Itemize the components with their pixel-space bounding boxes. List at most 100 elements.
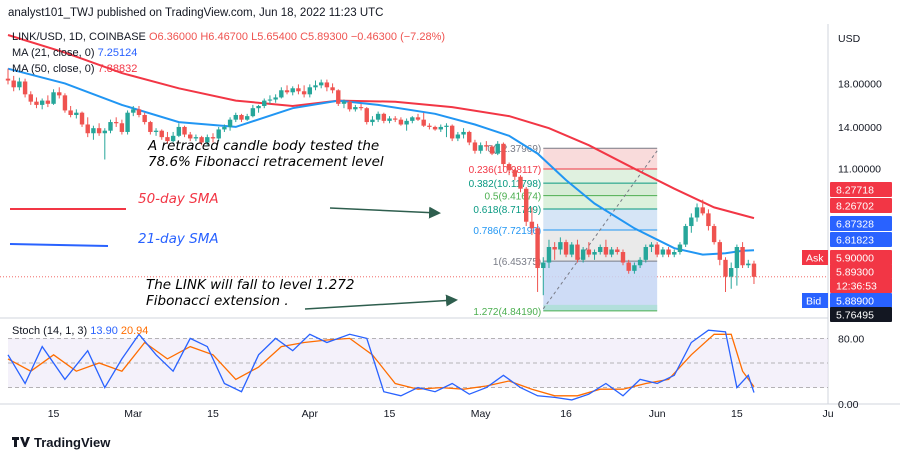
candle <box>210 133 216 143</box>
candle-body <box>108 122 113 131</box>
candle-body <box>563 242 569 255</box>
close-value: C5.89300 <box>300 31 348 43</box>
ma21-path <box>7 67 755 256</box>
sma21-sample-line <box>9 243 109 247</box>
symbol-label[interactable]: LINK/USD, 1D, COINBASE <box>12 31 146 43</box>
price-tag-box <box>830 216 892 231</box>
ma50-legend[interactable]: MA (50, close, 0) 7.88832 <box>12 63 137 75</box>
candle-body <box>34 101 39 105</box>
candle <box>273 94 278 103</box>
stoch-legend[interactable]: Stoch (14, 1, 3) 13.90 20.94 <box>12 325 148 337</box>
candle <box>558 237 563 255</box>
fib-level-label: 0.5(9.41674) <box>485 192 542 203</box>
candle-body <box>250 108 256 117</box>
price-tag-box <box>830 198 892 213</box>
candle <box>643 244 648 263</box>
price-tag: 8.26702 <box>830 198 892 213</box>
candle <box>284 85 290 95</box>
candle-body <box>68 110 73 115</box>
tradingview-logo[interactable]: TradingView <box>12 435 110 450</box>
candle-body <box>700 207 705 214</box>
candle-body <box>119 123 125 132</box>
candle-body <box>489 146 495 154</box>
candle-body <box>165 137 170 142</box>
price-tag-label: 8.26702 <box>836 201 874 213</box>
tv-logo-icon <box>12 435 30 447</box>
axes: 18.00000 14.00000 11.00000 80.00 0.00 15 Mar 15… <box>48 78 892 420</box>
candle <box>119 119 125 135</box>
candle-body <box>620 252 626 263</box>
x-tick-label: 15 <box>48 408 60 420</box>
candle-body <box>273 97 278 100</box>
price-tag-label: 5.88900 <box>836 296 874 308</box>
candle <box>45 95 51 108</box>
candle-body <box>284 90 290 93</box>
candle-body <box>552 246 557 250</box>
candle-body <box>131 109 136 113</box>
candle-body <box>96 128 102 134</box>
candle-body <box>381 113 387 121</box>
stochastic-pane <box>7 329 828 401</box>
candle-body <box>51 92 56 104</box>
ma50-label: MA (50, close, 0) <box>12 63 95 75</box>
candle <box>626 259 631 274</box>
candle <box>740 242 745 269</box>
candle <box>381 112 387 124</box>
candle-body <box>91 128 96 134</box>
candle <box>615 246 620 255</box>
candle <box>694 203 700 222</box>
candle <box>666 246 671 258</box>
candle-body <box>746 263 751 266</box>
candle <box>728 262 734 289</box>
high-value: H6.46700 <box>200 31 249 43</box>
candle <box>541 257 546 296</box>
candle <box>632 262 637 274</box>
ma21-label: MA (21, close, 0) <box>12 47 95 59</box>
candle-body <box>643 246 648 260</box>
candle <box>85 117 90 138</box>
price-tag-box <box>830 264 892 279</box>
candle <box>717 239 723 266</box>
candle <box>136 105 142 118</box>
candle <box>586 242 592 258</box>
ma21-legend[interactable]: MA (21, close, 0) 7.25124 <box>12 47 137 59</box>
candle-body <box>341 101 347 104</box>
stoch-k-line <box>7 329 755 401</box>
candle-body <box>410 117 415 121</box>
candle-body <box>484 145 489 147</box>
fib-trend-line <box>542 150 658 310</box>
candle <box>22 78 28 98</box>
arrow-to-extension <box>304 294 458 310</box>
candle <box>153 128 159 136</box>
candle <box>91 125 96 140</box>
candle <box>193 134 199 142</box>
candle-body <box>45 100 51 104</box>
candle <box>660 246 666 258</box>
fib-band <box>543 183 658 196</box>
candle <box>427 123 432 130</box>
candle <box>455 131 461 142</box>
note-extension-line1: The LINK will fall to level 1.272 <box>146 277 354 293</box>
candle-body <box>79 112 85 125</box>
price-tag: 5.89300 <box>830 264 892 279</box>
sma21-label: 21-day SMA <box>138 231 219 247</box>
currency-label: USD <box>838 33 861 45</box>
candle-body <box>393 118 398 120</box>
candle <box>467 130 472 146</box>
candle-body <box>751 263 757 277</box>
candle <box>415 113 421 121</box>
candle-body <box>85 124 90 134</box>
price-tag-box <box>830 293 892 308</box>
x-tick-label: 16 <box>560 408 572 420</box>
candle <box>535 223 540 292</box>
candle-body <box>210 137 216 139</box>
side-tag-label: Ask <box>806 253 824 265</box>
candle-body <box>637 259 643 266</box>
price-tag-box <box>830 182 892 197</box>
candle <box>489 145 495 156</box>
arrow-to-fib <box>329 206 441 219</box>
candle-body <box>148 122 153 132</box>
price-tag: 5.76495 <box>830 307 892 322</box>
candle-body <box>558 242 563 250</box>
